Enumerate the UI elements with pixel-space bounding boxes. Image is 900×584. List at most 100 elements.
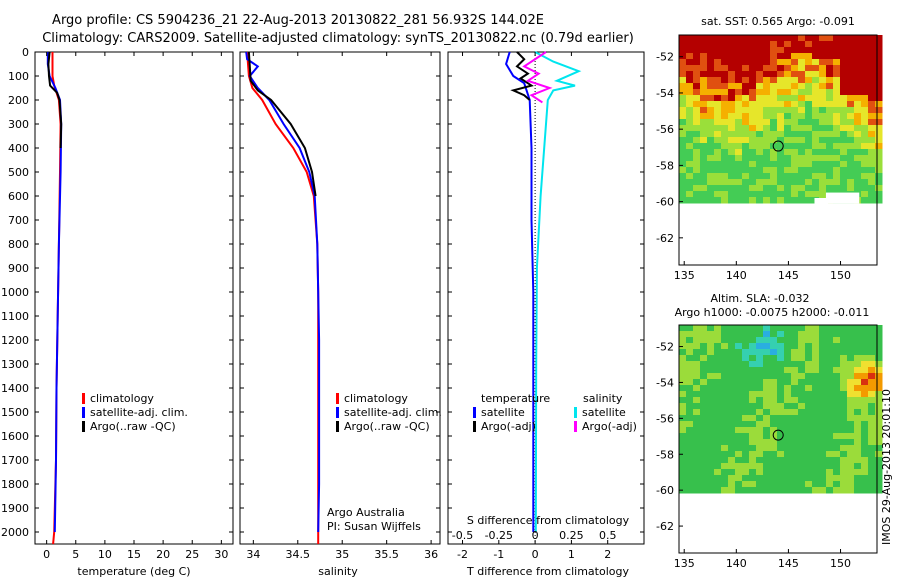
map-cell [812, 403, 820, 410]
map-cell [749, 433, 757, 440]
map-cell [833, 131, 841, 138]
map-cell [700, 41, 708, 48]
map-cell [791, 173, 799, 180]
map-cell [868, 355, 876, 362]
map-cell [742, 107, 750, 114]
map-cell [819, 113, 827, 120]
map-cell [749, 427, 757, 434]
map-cell [868, 149, 876, 156]
map-cell [833, 185, 841, 192]
map-cell [686, 415, 694, 422]
map-cell [714, 391, 722, 398]
map-cell [714, 421, 722, 428]
map-cell [798, 361, 806, 368]
map-cell [777, 41, 785, 48]
map-cell [679, 197, 687, 204]
map-cell [826, 143, 834, 150]
map-cell [854, 89, 862, 96]
map-cell [784, 149, 792, 156]
map-cell [854, 185, 862, 192]
map-cell [742, 173, 750, 180]
legend-swatch [336, 407, 339, 418]
map-cell [693, 355, 701, 362]
map-cell [854, 343, 862, 350]
sst-field [679, 35, 883, 204]
map-cell [833, 487, 841, 494]
map-cell [770, 325, 778, 332]
map-cell [707, 41, 715, 48]
map-cell [700, 161, 708, 168]
map-cell [819, 475, 827, 482]
map-cell [686, 125, 694, 132]
map-cell [812, 167, 820, 174]
map-cell [679, 167, 687, 174]
map-cell [833, 113, 841, 120]
map-cell [735, 173, 743, 180]
map-cell [875, 125, 883, 132]
map-cell [749, 197, 757, 204]
map-cell [742, 137, 750, 144]
map-cell [686, 167, 694, 174]
map-cell [770, 349, 778, 356]
map-cell [861, 179, 869, 186]
map-cell [686, 179, 694, 186]
map-cell [784, 113, 792, 120]
map-cell [707, 65, 715, 72]
x-tick-label: 30 [214, 548, 228, 561]
map-cell [805, 35, 813, 42]
map-cell [728, 457, 736, 464]
map-cell [770, 451, 778, 458]
map-cell [861, 355, 869, 362]
map-cell [693, 325, 701, 332]
map-cell [679, 475, 687, 482]
map-cell [819, 463, 827, 470]
map-cell [707, 137, 715, 144]
legend-swatch [82, 407, 85, 418]
map-cell [714, 475, 722, 482]
map-cell [791, 71, 799, 78]
map-cell [686, 161, 694, 168]
map-cell [679, 445, 687, 452]
map-cell [777, 397, 785, 404]
map-cell [868, 391, 876, 398]
map-cell [819, 173, 827, 180]
map-cell [812, 185, 820, 192]
map-cell [777, 119, 785, 126]
map-cell [756, 47, 764, 54]
map-cell [784, 125, 792, 132]
map-cell [735, 355, 743, 362]
map-cell [777, 481, 785, 488]
map-cell [728, 397, 736, 404]
map-cell [805, 421, 813, 428]
map-cell [742, 155, 750, 162]
map-cell [847, 445, 855, 452]
map-cell [805, 367, 813, 374]
map-cell [868, 451, 876, 458]
map-cell [763, 77, 771, 84]
map-cell [861, 481, 869, 488]
y-tick-label: 1600 [1, 430, 29, 443]
map-cell [833, 155, 841, 162]
map-cell [791, 155, 799, 162]
map-cell [833, 445, 841, 452]
map-cell [728, 125, 736, 132]
map-cell [833, 71, 841, 78]
map-cell [791, 469, 799, 476]
map-cell [700, 167, 708, 174]
map-cell [700, 191, 708, 198]
map-cell [777, 463, 785, 470]
map-cell [805, 167, 813, 174]
map-cell [707, 361, 715, 368]
map-cell [735, 179, 743, 186]
map-cell [819, 83, 827, 90]
map-cell [763, 71, 771, 78]
map-cell [791, 355, 799, 362]
map-cell [707, 191, 715, 198]
map-cell [798, 143, 806, 150]
map-cell [686, 137, 694, 144]
map-cell [840, 343, 848, 350]
map-cell [728, 71, 736, 78]
map-cell [707, 379, 715, 386]
y-tick-label: 1500 [1, 406, 29, 419]
map-cell [714, 155, 722, 162]
